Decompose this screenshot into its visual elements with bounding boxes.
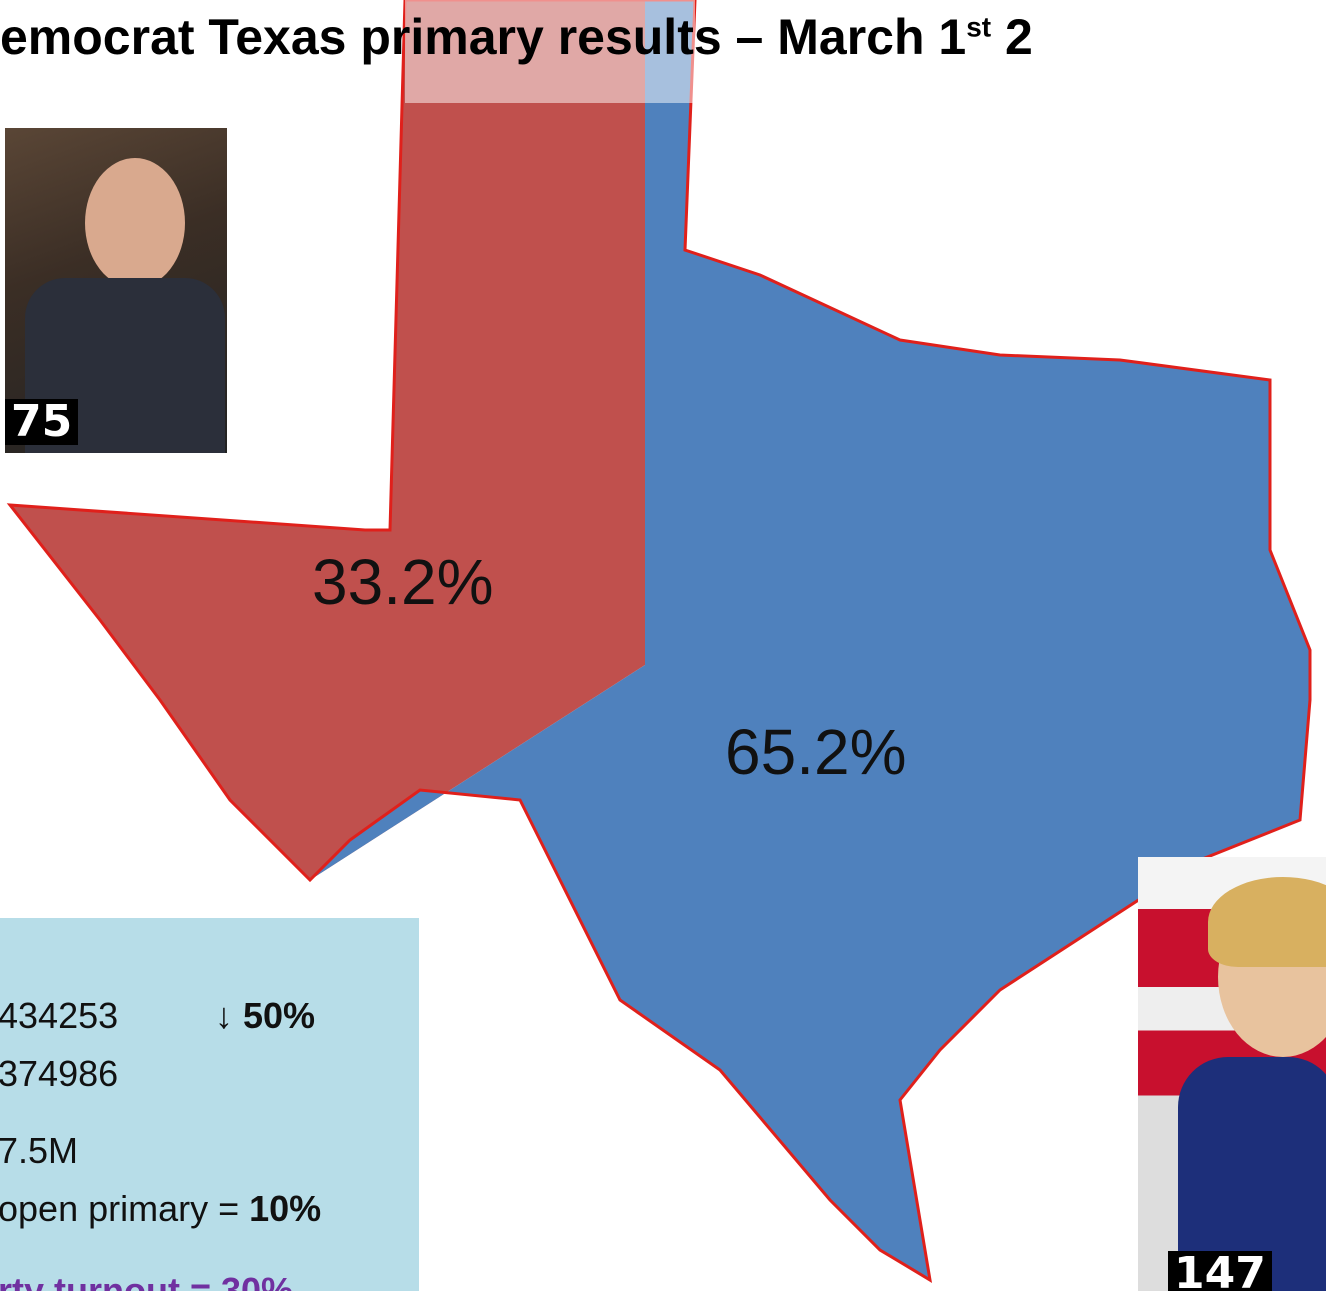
face <box>85 158 185 288</box>
change-value: 50% <box>243 995 316 1036</box>
state-outline <box>6 0 1312 1283</box>
east-region <box>310 0 1310 1280</box>
info-line: 434253 <box>0 995 119 1036</box>
slide-title: emocrat Texas primary results – March 1s… <box>0 8 1033 66</box>
title-main: emocrat Texas primary results – March 1 <box>0 9 967 65</box>
candidate-photo: 147 <box>1138 857 1326 1291</box>
info-line: rty turnout = 30% <box>0 1270 294 1291</box>
east-share: 65.2% <box>725 716 907 788</box>
arrow: ↓ <box>215 995 233 1036</box>
candidate-photo: 75 <box>5 128 227 453</box>
info-line: 374986 <box>0 1053 119 1094</box>
hair <box>1208 877 1326 967</box>
value: 10% <box>249 1188 322 1229</box>
info-change: ↓ 50% <box>215 995 315 1037</box>
title-tail: 2 <box>991 9 1033 65</box>
info-line: 7.5M <box>0 1130 79 1171</box>
info-box: 434253 ↓ 50% 374986 7.5M open primary = … <box>0 918 419 1291</box>
label: open primary = <box>0 1188 250 1229</box>
title-band <box>405 0 695 103</box>
delegate-count: 147 <box>1168 1251 1272 1291</box>
delegate-count: 75 <box>5 399 79 445</box>
title-sup: st <box>966 11 992 43</box>
west-share: 33.2% <box>312 546 494 618</box>
west-region <box>10 0 645 880</box>
info-line: open primary = 10% <box>0 1188 321 1230</box>
